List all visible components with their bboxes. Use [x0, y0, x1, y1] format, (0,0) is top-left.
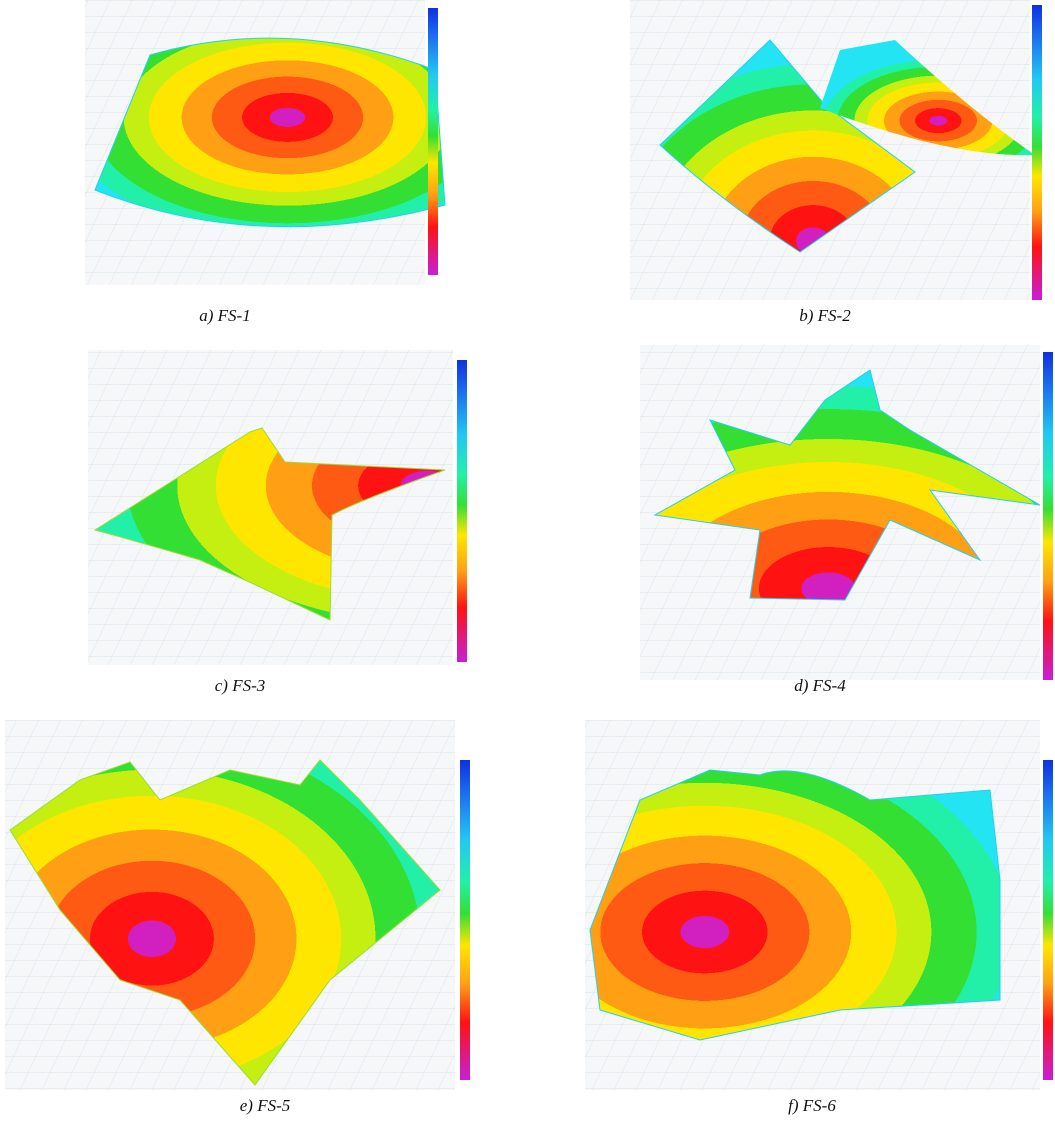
panel-a [85, 0, 445, 285]
caption: c) FS-3 [215, 676, 266, 696]
caption: e) FS-5 [240, 1096, 291, 1116]
caption: f) FS-6 [788, 1096, 836, 1116]
caption: d) FS-4 [794, 676, 845, 696]
panel-e [5, 720, 470, 1090]
caption: a) FS-1 [199, 306, 250, 326]
panel-b [630, 0, 1042, 300]
panel-d [640, 345, 1053, 680]
caption: b) FS-2 [799, 306, 850, 326]
figure [0, 0, 1055, 1122]
page: {"panels": [ {"caption": "a) FS-1"}, {"c… [0, 0, 1055, 1122]
panel-c [88, 350, 467, 665]
panel-f [585, 720, 1053, 1090]
